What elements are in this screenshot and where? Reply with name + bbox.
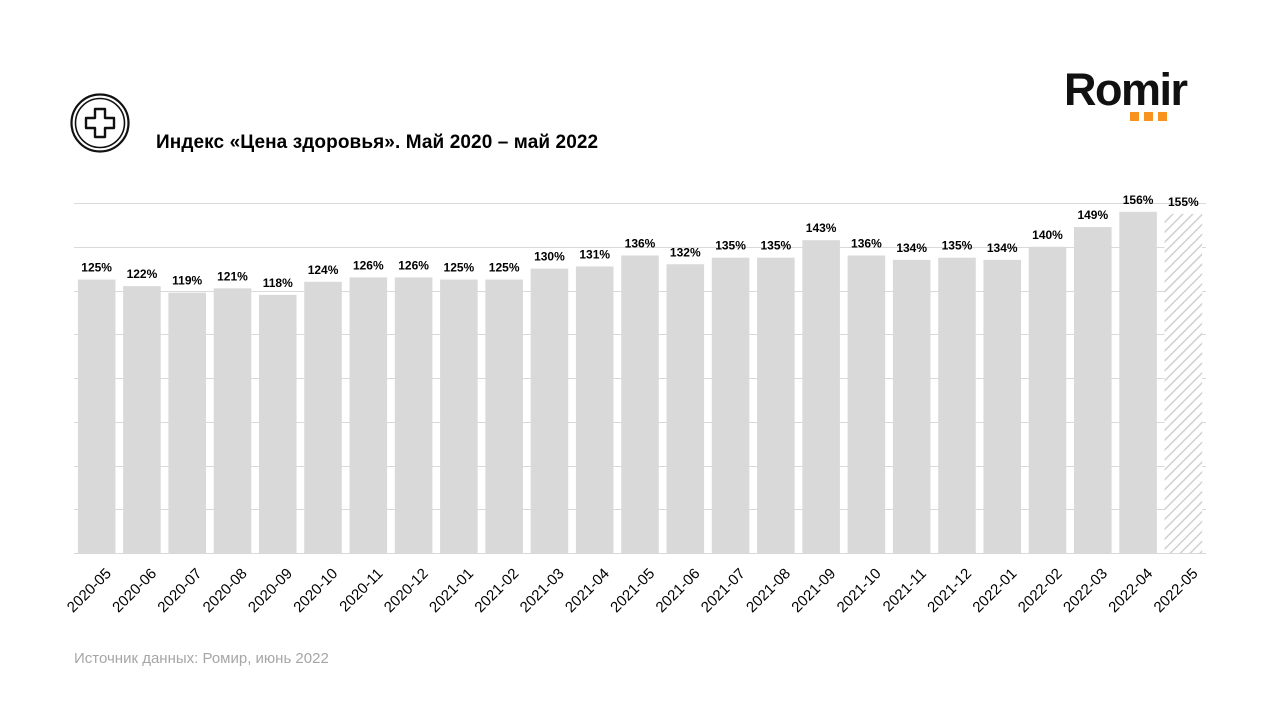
bar-2020-05 [77, 279, 116, 553]
data-label-2020-09: 118% [263, 276, 293, 290]
x-tick-2020-06: 2020-06 [109, 565, 160, 616]
data-label-2022-03: 149% [1077, 208, 1108, 222]
x-tick-2021-07: 2021-07 [698, 565, 749, 616]
bar-2021-03 [530, 268, 569, 554]
data-label-2020-12: 126% [398, 258, 429, 272]
bar-2020-12 [394, 277, 433, 554]
bar-2021-08 [757, 257, 795, 553]
data-label-2020-11: 126% [353, 258, 384, 272]
bar-2021-09 [802, 240, 840, 553]
data-label-2021-02: 125% [489, 261, 520, 275]
data-label-2020-05: 125% [81, 261, 112, 275]
data-labels: 125% 122% 119% 121% 118% 124% 126% 126% 125% 125%… [81, 193, 1199, 290]
bar-2022-05 [1164, 213, 1203, 553]
bar-2021-12 [938, 257, 976, 553]
data-label-2021-03: 130% [534, 250, 565, 264]
x-tick-2020-05: 2020-05 [64, 565, 115, 616]
data-label-2021-06: 132% [670, 245, 701, 259]
data-label-2021-10: 136% [851, 237, 882, 251]
data-label-2021-04: 131% [579, 247, 610, 261]
data-label-2020-06: 122% [127, 267, 158, 281]
logo-dot [1144, 112, 1153, 121]
x-tick-2021-04: 2021-04 [562, 565, 613, 616]
x-tick-2021-10: 2021-10 [834, 565, 885, 616]
bars [77, 211, 1203, 554]
bar-2020-08 [213, 288, 252, 553]
data-label-2022-01: 134% [987, 241, 1018, 255]
bar-2020-10 [304, 281, 342, 553]
data-label-2020-07: 119% [172, 274, 202, 288]
x-tick-2021-03: 2021-03 [517, 565, 568, 616]
x-tick-2020-08: 2020-08 [200, 565, 251, 616]
bar-2020-07 [168, 292, 206, 553]
x-tick-2021-06: 2021-06 [653, 565, 704, 616]
bar-2022-03 [1074, 227, 1112, 553]
medical-cross-icon [70, 93, 130, 153]
x-tick-2021-11: 2021-11 [880, 565, 930, 615]
data-source-note: Источник данных: Ромир, июнь 2022 [74, 650, 329, 667]
bar-2022-01 [983, 259, 1022, 554]
data-label-2021-01: 125% [444, 261, 475, 275]
bar-2021-11 [892, 259, 931, 554]
x-tick-2020-12: 2020-12 [381, 565, 432, 616]
x-tick-2020-07: 2020-07 [154, 565, 205, 616]
bar-2021-10 [847, 255, 886, 553]
data-label-2021-12: 135% [942, 239, 973, 253]
x-tick-2021-01: 2021-01 [426, 565, 477, 616]
x-tick-2021-12: 2021-12 [924, 565, 975, 616]
bar-2021-05 [621, 255, 659, 553]
romir-logo: Romir [1064, 62, 1210, 126]
bar-2021-02 [485, 279, 523, 553]
data-label-2020-08: 121% [217, 269, 248, 283]
data-label-2021-05: 136% [625, 237, 656, 251]
data-label-2021-08: 135% [760, 239, 791, 253]
data-label-2021-07: 135% [715, 239, 746, 253]
x-tick-2021-02: 2021-02 [471, 565, 522, 616]
x-tick-2022-05: 2022-05 [1151, 565, 1202, 616]
bar-2021-06 [666, 264, 705, 553]
x-tick-2020-11: 2020-11 [336, 565, 386, 615]
data-label-2021-09: 143% [806, 221, 837, 235]
bar-2020-11 [349, 277, 388, 554]
logo-text: Romir [1064, 64, 1188, 115]
data-label-2021-11: 134% [896, 241, 927, 255]
logo-dot [1130, 112, 1139, 121]
bar-2021-01 [440, 279, 478, 553]
bar-2021-04 [575, 266, 614, 553]
data-label-2020-10: 124% [308, 263, 339, 277]
chart-title: Индекс «Цена здоровья». Май 2020 – май 2… [156, 132, 599, 153]
bar-2022-04 [1119, 211, 1157, 553]
x-tick-2020-10: 2020-10 [290, 565, 341, 616]
logo-dot [1158, 112, 1167, 121]
x-tick-2021-09: 2021-09 [788, 565, 839, 616]
bar-2022-02 [1028, 246, 1067, 553]
data-label-2022-04: 156% [1123, 193, 1154, 207]
x-tick-2022-04: 2022-04 [1105, 565, 1156, 616]
data-label-2022-02: 140% [1032, 228, 1063, 242]
x-tick-2022-02: 2022-02 [1015, 565, 1066, 616]
x-tick-2020-09: 2020-09 [245, 565, 296, 616]
x-tick-labels: 2020-052020-062020-072020-082020-092020-… [64, 565, 1202, 616]
data-label-2022-05: 155% [1168, 195, 1199, 209]
bar-2021-07 [711, 257, 750, 553]
logo-dots [1130, 112, 1167, 121]
bar-2020-09 [258, 294, 297, 554]
bar-2020-06 [123, 286, 161, 554]
x-tick-2021-08: 2021-08 [743, 565, 794, 616]
x-tick-2022-03: 2022-03 [1060, 565, 1111, 616]
x-tick-2021-05: 2021-05 [607, 565, 658, 616]
x-tick-2022-01: 2022-01 [969, 565, 1020, 616]
